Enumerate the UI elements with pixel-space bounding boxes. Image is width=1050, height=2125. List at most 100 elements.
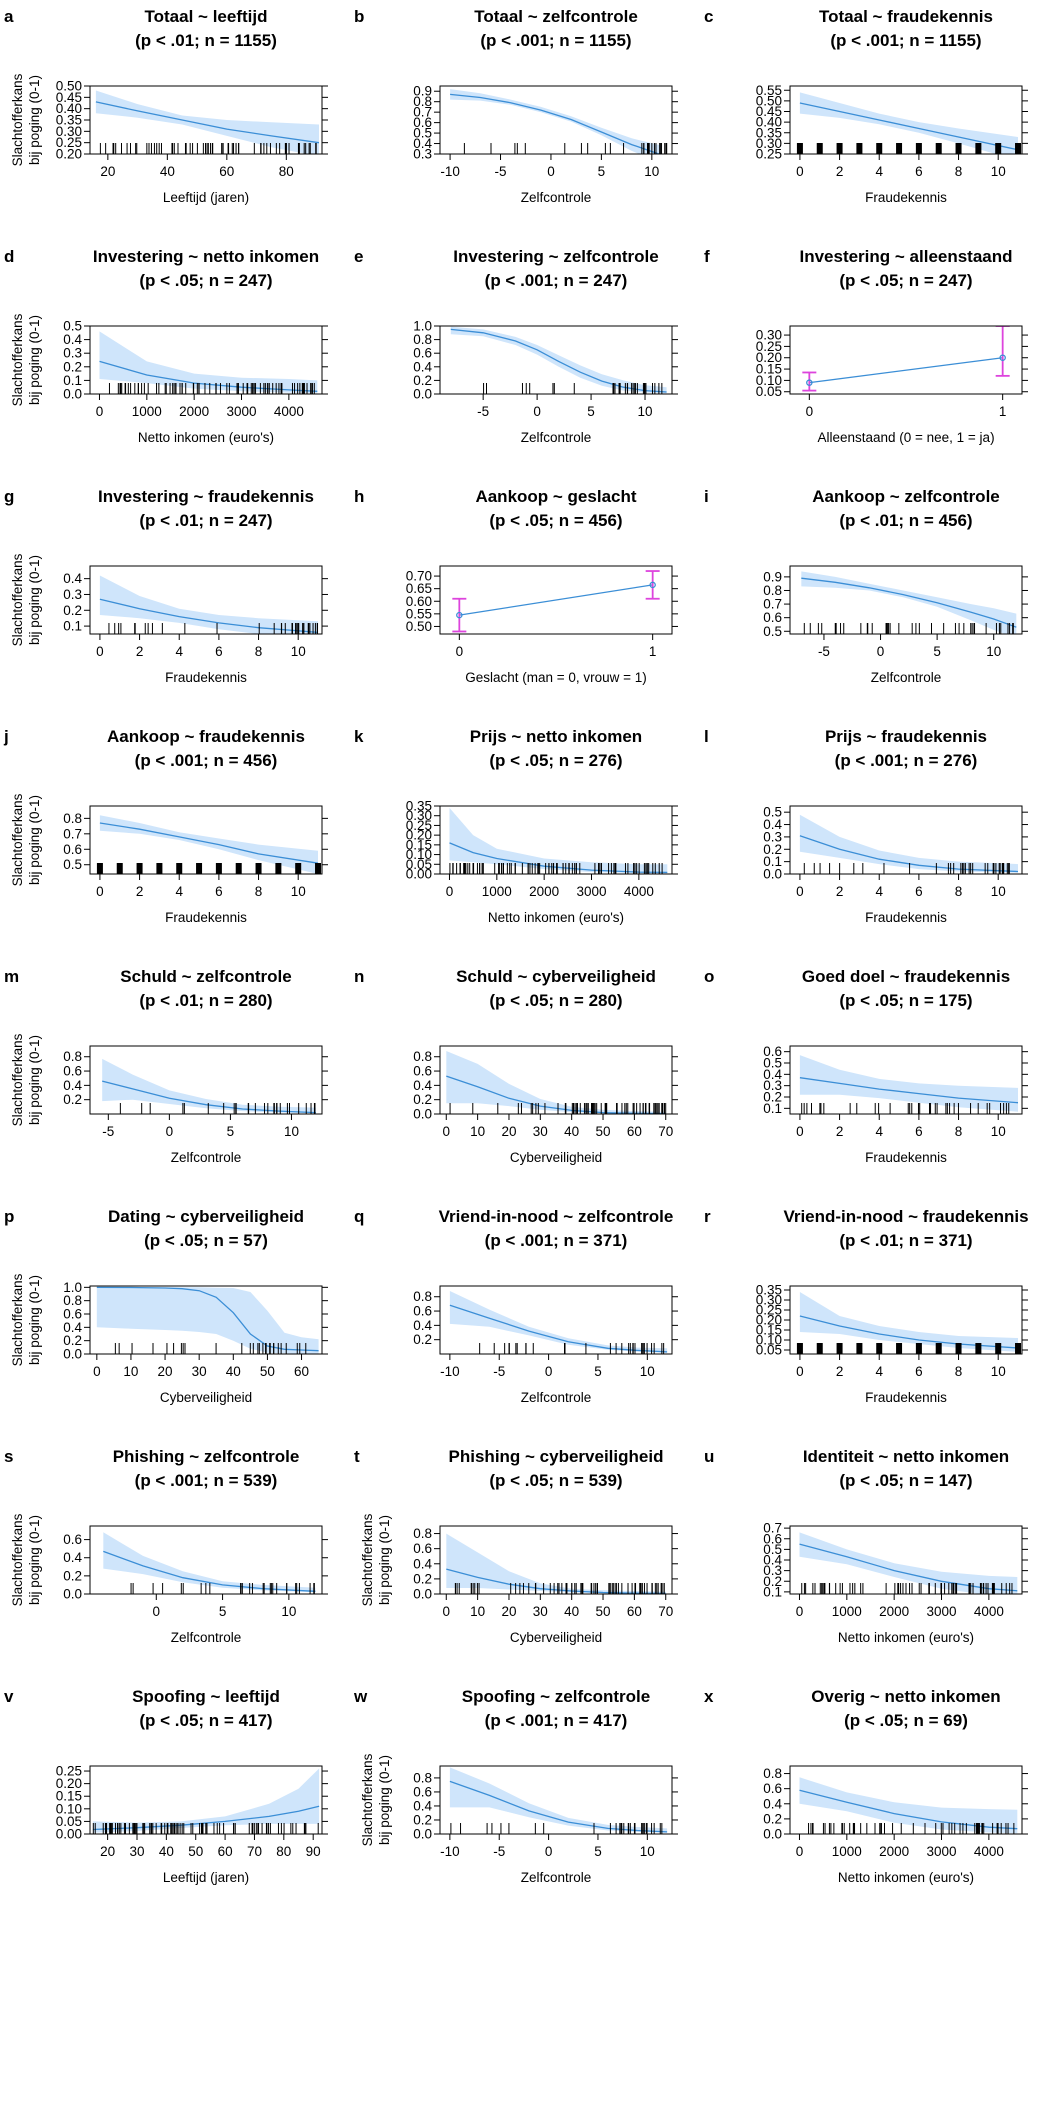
x-tick-label: 50	[260, 1364, 275, 1379]
y-tick-label: 0.25	[56, 1764, 82, 1779]
rug	[801, 1103, 1010, 1114]
y-tick-label: 0.6	[63, 1307, 82, 1322]
x-tick-label: 90	[306, 1844, 321, 1859]
y-tick-label: 0.20	[56, 1776, 82, 1791]
panel-x: x Overig ~ netto inkomen (p < .05; n = 69)…	[704, 1687, 1028, 1885]
x-tick-label: 4	[175, 884, 183, 899]
x-tick-label: 0	[796, 164, 804, 179]
x-tick-label: 10	[470, 1124, 485, 1139]
y-tick-label: 0.10	[56, 1801, 82, 1816]
rug	[450, 1823, 663, 1834]
panel-w: w Spoofing ~ zelfcontrole (p < .001; n = 4…	[353, 1687, 678, 1885]
x-tick-label: 0	[96, 884, 104, 899]
rug-mark	[275, 863, 282, 874]
panel-subtitle: (p < .05; n = 247)	[839, 271, 972, 290]
panel-letter: e	[354, 247, 363, 266]
rug-mark	[975, 1343, 982, 1354]
x-tick-label: 2	[836, 884, 844, 899]
y-tick-label: 0.50	[406, 619, 432, 634]
x-tick-label: 8	[255, 884, 263, 899]
y-tick-label: 0.50	[756, 93, 782, 108]
y-tick-label: 0.15	[756, 1323, 782, 1338]
y-tick-label: 0.0	[763, 867, 782, 882]
panel-subtitle: (p < .05; n = 147)	[839, 1471, 972, 1490]
panel-l: l Prijs ~ fraudekennis (p < .001; n = 276)…	[704, 727, 1028, 925]
x-tick-label: 4	[175, 644, 183, 659]
x-tick-label: 6	[215, 884, 223, 899]
y-tick-label: 0.65	[406, 581, 432, 596]
y-tick-label: 0.20	[56, 147, 82, 162]
x-axis-label: Zelfcontrole	[521, 190, 592, 205]
confidence-band	[449, 1291, 668, 1353]
plot-frame	[789, 1045, 1023, 1115]
y-axis-label-line: bij poging (0-1)	[27, 1515, 42, 1605]
rug-mark	[1015, 143, 1022, 154]
x-axis-label: Leeftijd (jaren)	[163, 190, 249, 205]
x-tick-label: 0	[533, 404, 541, 419]
error-bar	[645, 570, 660, 600]
x-tick-label: 10	[640, 1364, 655, 1379]
y-tick-label: 0.4	[413, 1556, 432, 1571]
y-tick-label: 0.15	[756, 362, 782, 377]
x-axis-label: Zelfcontrole	[521, 430, 592, 445]
y-tick-label: 0.35	[56, 113, 82, 128]
rug	[449, 1103, 667, 1114]
y-axis-label-line: Slachtofferkans	[10, 793, 25, 886]
rug	[108, 623, 319, 634]
x-tick-label: 10	[991, 1124, 1006, 1139]
plot-frame	[89, 565, 323, 635]
panel-subtitle: (p < .05; n = 69)	[844, 1711, 968, 1730]
panel-letter: g	[4, 487, 14, 506]
rug-mark	[975, 143, 982, 154]
y-axis-label-line: bij poging (0-1)	[27, 795, 42, 885]
y-tick-label: 0.4	[763, 1067, 782, 1082]
panel-d: d Investering ~ netto inkomen (p < .05; n …	[4, 247, 328, 445]
panel-q: q Vriend-in-nood ~ zelfcontrole (p < .001;…	[354, 1207, 678, 1405]
y-axis-label-line: bij poging (0-1)	[27, 315, 42, 405]
rug-mark	[836, 143, 843, 154]
x-tick-label: 30	[533, 1124, 548, 1139]
panel-v: v Spoofing ~ leeftijd (p < .05; n = 417) 20…	[4, 1687, 328, 1885]
x-axis-label: Zelfcontrole	[521, 1870, 592, 1885]
x-tick-label: 4000	[274, 404, 304, 419]
panel-letter: m	[4, 967, 19, 986]
panel-subtitle: (p < .05; n = 417)	[139, 1711, 272, 1730]
x-tick-label: 1000	[832, 1604, 862, 1619]
panel-subtitle: (p < .001; n = 539)	[135, 1471, 278, 1490]
panel-i: i Aankoop ~ zelfcontrole (p < .01; n = 456…	[704, 487, 1028, 685]
panel-r: r Vriend-in-nood ~ fraudekennis (p < .01; …	[704, 1207, 1029, 1405]
panel-subtitle: (p < .001; n = 371)	[485, 1231, 628, 1250]
x-tick-label: 60	[627, 1604, 642, 1619]
x-tick-label: 1	[999, 404, 1007, 419]
y-tick-label: 0.8	[413, 94, 432, 109]
y-tick-label: 0.5	[763, 1542, 782, 1557]
panel-letter: f	[704, 247, 710, 266]
x-axis-label: Cyberveiligheid	[510, 1630, 602, 1645]
y-tick-label: 0.55	[756, 83, 782, 98]
x-tick-label: 2	[136, 884, 144, 899]
fit-line	[799, 1789, 1018, 1830]
plot-frame	[439, 805, 673, 875]
panel-letter: q	[354, 1207, 364, 1226]
y-axis-label: Slachtofferkans bij poging (0-1)	[10, 1273, 42, 1366]
panel-title: Aankoop ~ fraudekennis	[107, 727, 305, 746]
x-tick-label: 40	[159, 1844, 174, 1859]
confidence-band	[450, 89, 662, 154]
error-bar	[995, 326, 1010, 377]
plot-frame	[789, 1765, 1023, 1835]
panel-p: p Dating ~ cyberveiligheid (p < .05; n = 5…	[4, 1207, 328, 1405]
confidence-band	[99, 815, 319, 874]
x-axis-label: Fraudekennis	[165, 670, 247, 685]
rug-mark	[136, 863, 143, 874]
x-axis-label: Fraudekennis	[865, 1150, 947, 1165]
y-tick-label: 0.25	[756, 1303, 782, 1318]
y-tick-label: 0.00	[406, 867, 432, 882]
panel-letter: s	[4, 1447, 13, 1466]
plot-frame	[89, 805, 323, 875]
y-tick-label: 0.5	[63, 857, 82, 872]
plot-frame	[89, 1525, 323, 1595]
panel-title: Investering ~ zelfcontrole	[453, 247, 658, 266]
y-tick-label: 0.2	[763, 842, 782, 857]
y-axis-label: Slachtofferkans bij poging (0-1)	[10, 73, 42, 166]
y-axis-label: Slachtofferkans bij poging (0-1)	[10, 553, 42, 646]
